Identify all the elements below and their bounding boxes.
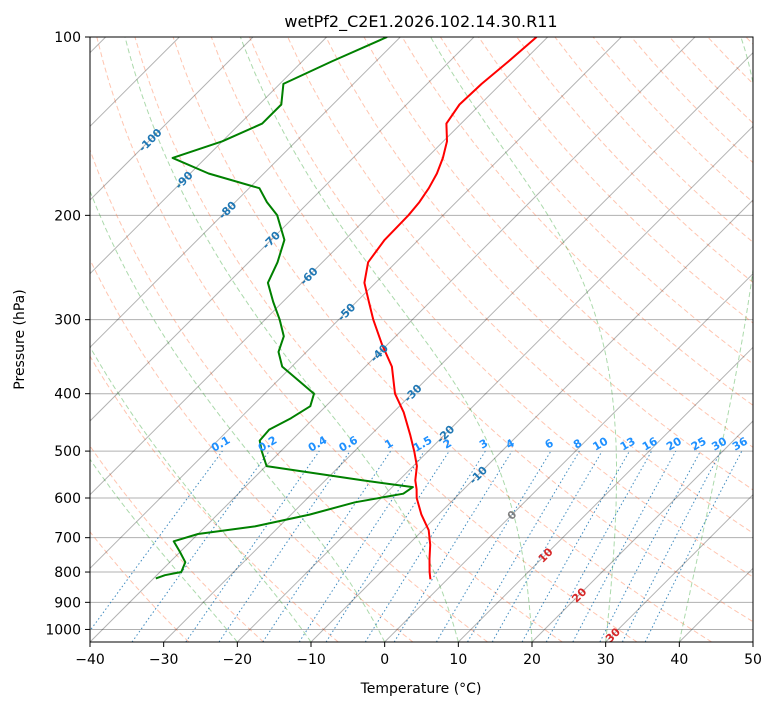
- dry-adiabat-line: [210, 37, 753, 623]
- x-tick-label: 30: [597, 652, 615, 668]
- temperature-profile-line: [363, 37, 538, 580]
- moist-adiabat-line: [430, 37, 617, 642]
- pressure-gridlines: [90, 37, 753, 630]
- x-axis-label: Temperature (°C): [360, 681, 482, 697]
- moist-adiabat-line: [124, 37, 459, 642]
- isotherm-line: [384, 272, 753, 642]
- y-tick-label: 500: [54, 444, 81, 460]
- mixing-ratio-line: [131, 450, 270, 642]
- y-axis-ticks: 100 200 300 400 500 600 700 800 900 1000: [45, 30, 90, 638]
- y-tick-label: 700: [54, 531, 81, 547]
- dry-adiabat-line: [249, 37, 753, 578]
- mixing-ratio-line: [325, 450, 450, 642]
- dry-adiabat-line: [134, 37, 638, 642]
- mixing-ratio-line: [218, 450, 351, 642]
- isotherm-line: [605, 493, 753, 642]
- x-axis-ticks: −40 −30 −20 −10 0 10 20 30 40 50: [75, 642, 762, 668]
- isotherm-value-label: 40: [637, 665, 657, 685]
- x-tick-label: 40: [670, 652, 688, 668]
- isotherm-line: [163, 51, 753, 642]
- plot-area: [90, 37, 753, 642]
- dry-adiabat-line: [325, 37, 753, 491]
- mixing-ratio-line: [521, 450, 630, 642]
- dry-adiabat-line: [90, 148, 488, 642]
- y-axis-label: Pressure (hPa): [12, 289, 28, 389]
- y-tick-label: 600: [54, 491, 81, 507]
- y-tick-label: 200: [54, 208, 81, 224]
- dry-adiabats: [90, 37, 753, 642]
- moist-adiabat-line: [90, 458, 238, 642]
- plot-frame: [89, 36, 754, 643]
- moist-adiabat-line: [239, 37, 533, 642]
- x-tick-label: 0: [380, 652, 389, 668]
- dewpoint-profile-line: [155, 37, 414, 580]
- x-tick-label: −40: [75, 652, 105, 668]
- y-tick-label: 900: [54, 595, 81, 611]
- isotherm-line: [752, 641, 753, 642]
- dry-adiabat-line: [90, 445, 264, 642]
- isotherm-line: [90, 37, 401, 349]
- isotherm-line: [90, 37, 696, 642]
- dry-adiabat-line: [172, 37, 712, 642]
- isotherm-line: [90, 37, 475, 422]
- x-tick-label: 10: [449, 652, 467, 668]
- mixing-ratio-line: [262, 450, 392, 642]
- dry-adiabat-line: [516, 37, 753, 284]
- mixing-ratio-line: [185, 450, 320, 642]
- dry-adiabat-line: [90, 531, 190, 642]
- dry-adiabat-line: [96, 37, 563, 642]
- plot-background: [90, 37, 753, 642]
- moist-adiabats: [90, 37, 753, 642]
- isotherm-line: [90, 37, 254, 201]
- x-tick-label: 50: [744, 652, 762, 668]
- x-tick-label: −10: [296, 652, 326, 668]
- mixing-ratio-line: [393, 450, 513, 642]
- isotherm-line: [531, 420, 753, 642]
- isotherm-line: [457, 346, 753, 642]
- mixing-ratio-line: [572, 450, 677, 642]
- dry-adiabat-line: [439, 37, 753, 365]
- dry-adiabat-line: [90, 258, 414, 642]
- mixing-ratio-line: [90, 450, 223, 632]
- y-tick-label: 100: [54, 30, 81, 46]
- isotherm-line: [236, 125, 753, 642]
- moist-adiabat-line: [90, 189, 386, 642]
- dry-adiabat-line: [90, 355, 339, 642]
- isotherms: [90, 37, 753, 642]
- mixing-ratio-line: [644, 450, 743, 642]
- isotherm-line: [90, 37, 328, 275]
- chart-title: wetPf2_C2E1.2026.102.14.30.R11: [284, 12, 557, 32]
- y-tick-label: 800: [54, 565, 81, 581]
- x-tick-label: −20: [223, 652, 253, 668]
- profile-series: [155, 37, 538, 580]
- isotherm-line: [90, 37, 622, 570]
- x-tick-label: −30: [149, 652, 179, 668]
- y-tick-label: 400: [54, 387, 81, 403]
- x-tick-label: 20: [523, 652, 541, 668]
- moist-adiabat-line: [90, 345, 312, 642]
- moist-adiabat-line: [678, 37, 753, 642]
- mixing-ratio-line: [545, 450, 653, 642]
- dry-adiabat-line: [401, 37, 753, 406]
- y-tick-label: 1000: [45, 622, 81, 638]
- mixing-ratio-lines: [90, 450, 743, 642]
- y-tick-label: 300: [54, 313, 81, 329]
- isotherm-line: [310, 199, 753, 642]
